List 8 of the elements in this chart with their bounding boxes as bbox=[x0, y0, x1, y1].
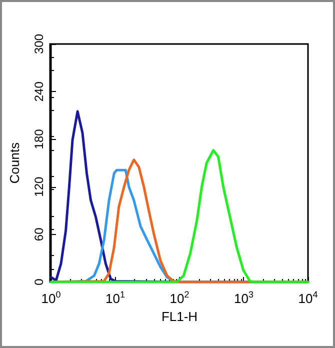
y-tick-label: 0 bbox=[32, 278, 46, 286]
y-tick-label: 60 bbox=[32, 227, 46, 242]
y-tick-label: 240 bbox=[32, 81, 46, 102]
y-tick-label: 180 bbox=[32, 128, 46, 150]
y-tick-label: 120 bbox=[32, 176, 46, 197]
y-tick-label: 300 bbox=[32, 34, 46, 54]
x-axis-title: FL1-H bbox=[161, 308, 198, 324]
y-axis-title: Counts bbox=[7, 142, 22, 184]
